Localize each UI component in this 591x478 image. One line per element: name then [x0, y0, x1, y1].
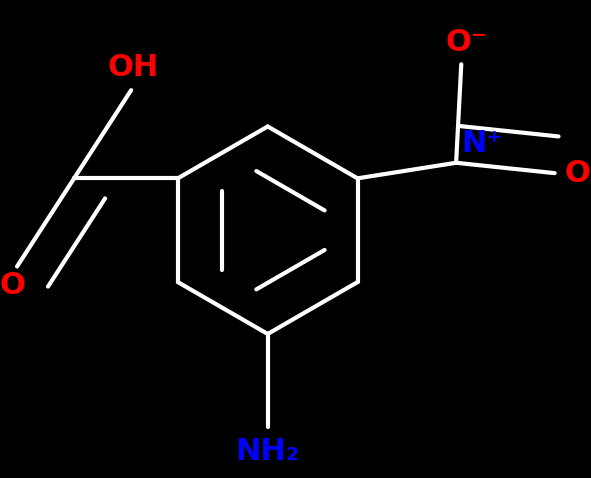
Text: NH₂: NH₂ [236, 437, 300, 466]
Text: N⁺: N⁺ [461, 129, 502, 158]
Text: O: O [564, 159, 590, 188]
Text: O: O [0, 272, 25, 300]
Text: OH: OH [108, 54, 159, 83]
Text: O⁻: O⁻ [445, 28, 487, 56]
